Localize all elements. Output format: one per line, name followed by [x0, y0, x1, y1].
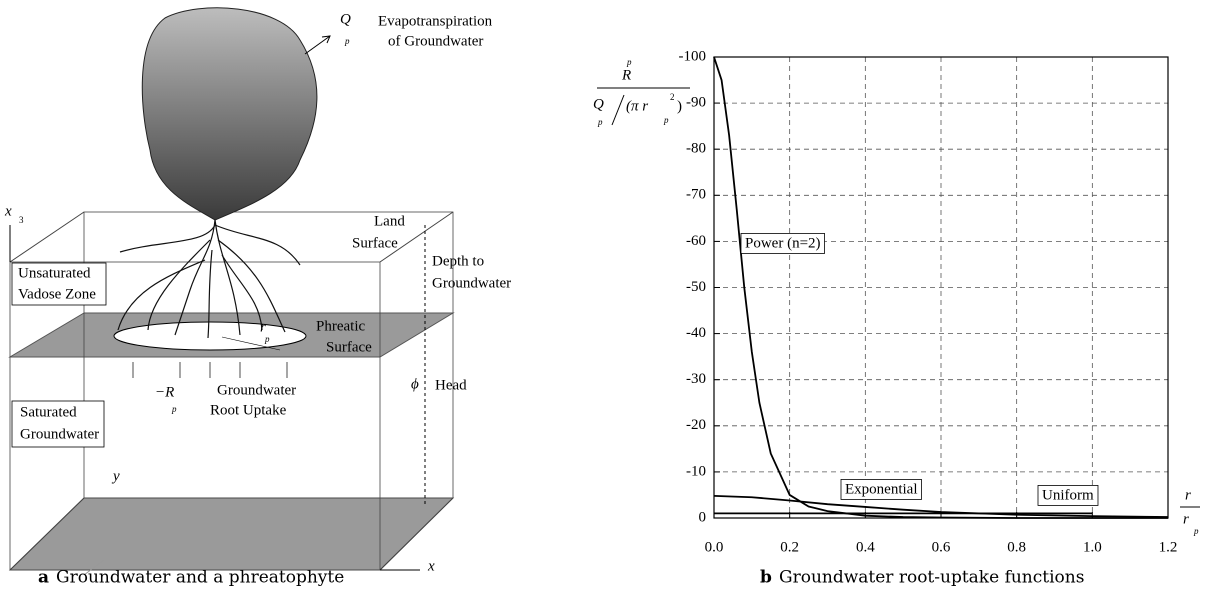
label: p: [171, 404, 177, 414]
box-edge: [9, 211, 85, 263]
et-arrow: [304, 35, 331, 55]
y-tick-label: -10: [686, 463, 706, 479]
label: Saturated: [20, 404, 77, 420]
label: Unsaturated: [18, 265, 91, 281]
x-tick-label: 0.2: [780, 539, 799, 555]
y-label-slash: [611, 94, 625, 126]
roots: [117, 219, 301, 339]
radius-line: [221, 336, 281, 351]
label: Evapotranspiration: [378, 13, 493, 29]
label: Vadose Zone: [18, 286, 96, 302]
y-tick-label: -30: [686, 371, 706, 387]
box-front: [9, 261, 381, 571]
x-tick-label: 1.0: [1083, 539, 1102, 555]
box-edge: [379, 497, 454, 571]
label: ϕ: [411, 376, 419, 392]
label: r: [260, 319, 266, 335]
label: x: [4, 203, 12, 219]
label: Head: [435, 377, 467, 393]
label: 3: [19, 215, 24, 225]
y-label-part: 2: [670, 92, 675, 102]
box-edge: [9, 497, 85, 571]
caption-letter: b: [760, 568, 772, 588]
label: p: [344, 36, 350, 46]
x-tick-label: 0.8: [1007, 539, 1026, 555]
y-tick-label: -90: [686, 95, 706, 111]
label-box: [11, 400, 105, 448]
x-label-part: p: [1193, 526, 1199, 536]
diagram: [8, 7, 455, 576]
uptake-arrows: [132, 362, 288, 378]
x-tick-label: 0.6: [932, 539, 951, 555]
et-arrowhead: [321, 35, 331, 44]
label: Groundwater: [217, 382, 296, 398]
label: Depth to: [432, 253, 484, 269]
caption: Groundwater and a phreatophyte: [56, 568, 344, 588]
box-back: [83, 211, 454, 499]
label: Groundwater: [20, 426, 99, 442]
label: p: [264, 334, 270, 344]
label: y: [111, 468, 120, 484]
y-label-part: p: [626, 57, 632, 67]
series-line: [713, 56, 1168, 519]
series-label: Power (n=2): [745, 235, 821, 251]
y-label-part: p: [597, 117, 603, 127]
series-label-box: [1037, 485, 1099, 506]
series-label: Exponential: [845, 481, 917, 497]
y-tick-label: -60: [686, 233, 706, 249]
series-label-box: [840, 479, 922, 500]
label: Phreatic: [316, 318, 365, 334]
x-label-part: r: [1183, 511, 1189, 527]
y-tick-label: -70: [686, 187, 706, 203]
bottom-plane: [8, 497, 455, 571]
chart: R p Q p (π r p 2 ) r r p b Groundwater r…: [593, 57, 1200, 588]
series-label-box: [740, 233, 825, 254]
y-label-part: (π r: [626, 98, 648, 114]
label: Q: [340, 11, 351, 27]
x-label-part: r: [1185, 487, 1191, 503]
y-tick-label: -50: [686, 279, 706, 295]
tree-crown: [141, 7, 318, 221]
label: −R: [155, 384, 174, 400]
y-label-part: R: [621, 67, 631, 83]
y-label-part: Q: [593, 96, 604, 112]
label: x: [427, 558, 435, 574]
caption-letter: a: [38, 568, 49, 588]
label: Groundwater: [432, 275, 511, 291]
label: Root Uptake: [210, 402, 287, 418]
label: Surface: [352, 235, 398, 251]
y-tick-label: -40: [686, 325, 706, 341]
label: Land: [374, 213, 405, 229]
y-label-part: p: [663, 115, 669, 125]
caption: Groundwater root-uptake functions: [779, 568, 1084, 588]
x-tick-label: 0.0: [705, 539, 724, 555]
y-tick-label: 0: [699, 509, 707, 525]
root-zone: [113, 321, 307, 351]
label: of Groundwater: [388, 33, 483, 49]
x-tick-label: 0.4: [856, 539, 875, 555]
y-axis-arrow: [83, 559, 105, 576]
x-tick-label: 1.2: [1159, 539, 1178, 555]
diagram-labels: Q p Evapotranspiration of Groundwater x …: [4, 11, 511, 587]
box-edge: [379, 211, 454, 263]
y-tick-label: -80: [686, 141, 706, 157]
series-label: Uniform: [1042, 487, 1094, 503]
series-line: [713, 494, 1169, 518]
y-label-part: ): [677, 98, 682, 114]
label: Surface: [326, 339, 372, 355]
y-tick-label: -100: [679, 48, 707, 64]
label-box: [11, 262, 107, 306]
y-tick-label: -20: [686, 417, 706, 433]
